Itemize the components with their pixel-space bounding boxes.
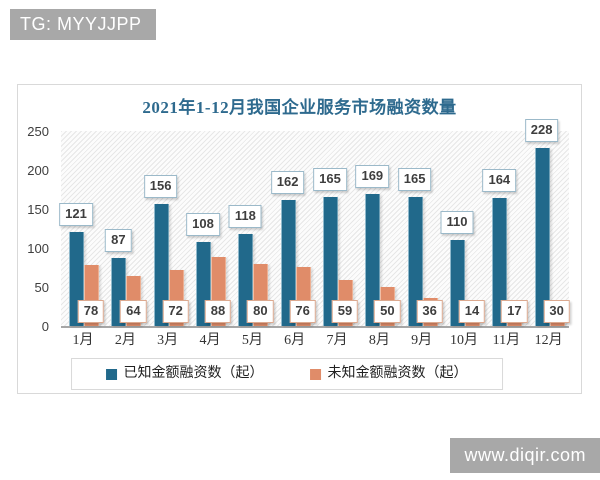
bar-known-12月 — [534, 148, 550, 326]
x-tick-label-7月: 7月 — [326, 333, 348, 348]
bar-known-11月 — [492, 198, 508, 326]
legend-swatch-known-icon — [105, 368, 117, 380]
y-tick-label: 0 — [41, 319, 49, 334]
x-tick-label-2月: 2月 — [114, 333, 136, 348]
x-tick-label-9月: 9月 — [411, 333, 433, 348]
legend-label-known: 已知金额融资数（起） — [123, 366, 264, 381]
data-label-known-8月: 169 — [355, 165, 390, 189]
data-label-known-9月: 165 — [397, 168, 432, 192]
y-tick-label: 150 — [27, 202, 49, 217]
data-label-known-3月: 156 — [143, 175, 178, 199]
data-label-unknown-11月: 17 — [501, 300, 528, 323]
x-tick-label-12月: 12月 — [534, 333, 563, 348]
x-tick-label-10月: 10月 — [450, 333, 478, 348]
data-label-unknown-2月: 64 — [120, 300, 147, 323]
data-label-known-7月: 165 — [313, 168, 347, 192]
bar-known-9月 — [407, 197, 423, 326]
data-label-known-11月: 164 — [482, 169, 517, 193]
data-label-unknown-10月: 14 — [458, 300, 486, 323]
data-label-unknown-9月: 36 — [416, 300, 443, 323]
x-tick-label-8月: 8月 — [368, 333, 390, 348]
x-axis-labels: 1月 2月 3月 4月 5月 6月 7月 8月 9月 10月 11月 12月 — [61, 334, 569, 354]
watermark: www.diqir.com — [450, 438, 600, 473]
y-tick-label: 200 — [27, 163, 49, 178]
x-tick-label-5月: 5月 — [241, 333, 263, 348]
plot-area: 121 78 87 64 156 72 108 88 118 80 162 76 165 59 169 50 1… — [59, 119, 570, 328]
bar-known-6月 — [280, 199, 296, 326]
data-label-unknown-3月: 72 — [162, 300, 189, 323]
data-label-known-10月: 110 — [440, 211, 474, 235]
legend: 已知金额融资数（起） 未知金额融资数（起） — [70, 358, 503, 390]
data-label-known-12月: 228 — [524, 119, 559, 143]
data-label-unknown-1月: 78 — [77, 300, 105, 323]
x-tick-label-4月: 4月 — [199, 333, 221, 348]
data-label-unknown-8月: 50 — [374, 300, 401, 323]
chart-frame: 2021年1-12月我国企业服务市场融资数量 0 50 100 150 200 250 1… — [17, 84, 582, 394]
data-label-unknown-12月: 30 — [543, 300, 570, 323]
y-axis-labels: 0 50 100 150 200 250 — [18, 125, 55, 333]
x-tick-label-11月: 11月 — [492, 333, 521, 348]
x-tick-label-1月: 1月 — [72, 333, 94, 348]
data-label-unknown-4月: 88 — [204, 300, 232, 323]
data-label-known-4月: 108 — [186, 212, 220, 236]
legend-swatch-unknown-icon — [309, 368, 321, 380]
data-label-known-5月: 118 — [228, 205, 262, 228]
x-tick-label-3月: 3月 — [157, 333, 179, 348]
data-label-known-6月: 162 — [270, 170, 305, 194]
bar-known-8月 — [365, 194, 381, 326]
legend-item-known: 已知金额融资数（起） — [105, 366, 264, 381]
legend-label-unknown: 未知金额融资数（起） — [327, 366, 468, 381]
bar-known-3月 — [153, 204, 169, 326]
data-label-unknown-7月: 59 — [331, 300, 359, 323]
y-tick-label: 50 — [34, 280, 49, 295]
tg-badge: TG: MYYJJPP — [10, 9, 156, 40]
legend-item-unknown: 未知金额融资数（起） — [309, 366, 468, 381]
y-tick-label: 100 — [27, 241, 49, 256]
x-tick-label-6月: 6月 — [284, 333, 306, 348]
y-tick-label: 250 — [27, 124, 49, 139]
data-label-unknown-5月: 80 — [247, 300, 274, 323]
data-label-unknown-6月: 76 — [289, 300, 316, 323]
data-label-known-2月: 87 — [105, 229, 132, 253]
bar-known-7月 — [323, 197, 338, 326]
data-label-known-1月: 121 — [59, 202, 93, 226]
chart-title: 2021年1-12月我国企业服务市场融资数量 — [142, 98, 457, 117]
